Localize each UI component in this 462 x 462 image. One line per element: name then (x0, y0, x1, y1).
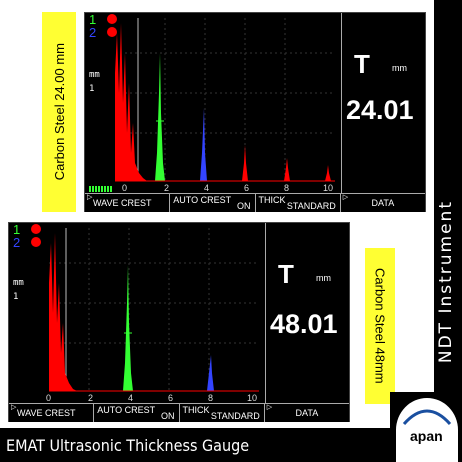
menu-wave-crest-label: WAVE CREST (93, 198, 152, 208)
x-tick-8: 8 (208, 393, 213, 403)
menu-wave-crest-label: WAVE CREST (17, 408, 76, 418)
echo-red-2-1 (242, 145, 248, 181)
channel-1-dot (107, 14, 117, 24)
gauge-screen-2: 1 2 mm 1 0 2 4 6 8 10 T mm 48.01 ▷ WAVE … (8, 222, 350, 422)
gauge-screen-1: 1 2 mm 1 0 2 4 6 8 10 T mm 24.01 ▷ WAVE … (84, 12, 426, 212)
echo-blue-1 (200, 108, 207, 181)
channel-2-dot (31, 237, 41, 247)
x-tick-10: 10 (247, 393, 257, 403)
a-scan-plot-2 (9, 223, 265, 403)
menu-arrow-icon: ▷ (87, 194, 93, 201)
x-axis-1: 0 2 4 6 8 10 (122, 183, 333, 193)
menu-arrow-icon: ▷ (266, 404, 273, 411)
thickness-value-2: 48.01 (270, 309, 338, 339)
echo-red-3-1 (284, 158, 290, 181)
menu-thick-label: THICK (182, 405, 210, 415)
side-unit-1: mm (89, 70, 100, 80)
x-tick-0: 0 (122, 183, 127, 193)
menu-data-label: DATA (371, 198, 395, 208)
menu-thick-value: STANDARD (210, 411, 260, 421)
logo-swoosh-icon (402, 409, 452, 426)
material-label-bottom-text: Carbon Steel 48mm (372, 268, 388, 384)
a-scan-plot-1 (85, 13, 341, 193)
thickness-unit-1: mm (392, 63, 407, 73)
echo-green-2 (123, 265, 133, 391)
x-tick-8: 8 (284, 183, 289, 193)
side-index-2: 1 (13, 292, 19, 302)
readout-panel-1: T mm 24.01 (341, 13, 426, 193)
x-tick-6: 6 (244, 183, 249, 193)
menu-thick[interactable]: THICK STANDARD (180, 404, 265, 422)
logo-text: apan (410, 428, 443, 444)
channel-2-label: 2 (89, 25, 97, 40)
x-tick-4: 4 (128, 393, 133, 403)
channel-1-dot (31, 224, 41, 234)
menu-wave-crest[interactable]: ▷ WAVE CREST (9, 404, 95, 422)
menu-auto-crest-label: AUTO CREST (173, 195, 232, 205)
material-label-top-text: Carbon Steel 24.00 mm (51, 43, 67, 181)
channel-2-label: 2 (13, 235, 21, 250)
thickness-value-1: 24.01 (346, 95, 414, 125)
channel-1-label: 1 (89, 12, 97, 27)
x-axis-2: 0 2 4 6 8 10 (46, 393, 257, 403)
side-unit-2: mm (13, 278, 24, 288)
menu-wave-crest[interactable]: ▷ WAVE CREST (85, 194, 171, 212)
product-title-bar: EMAT Ultrasonic Thickness Gauge (0, 428, 390, 462)
logo-badge: apan (396, 398, 458, 462)
channel-2-dot (107, 27, 117, 37)
echo-initial-pulse-1 (115, 23, 147, 181)
menu-auto-crest[interactable]: AUTO CREST ON (94, 404, 180, 422)
echo-initial-pulse-2 (49, 233, 77, 391)
soft-menu-1: ▷ WAVE CREST AUTO CREST ON THICK STANDAR… (85, 193, 425, 212)
thickness-symbol-2: T (278, 259, 294, 289)
menu-data[interactable]: ▷ DATA (265, 404, 349, 422)
thickness-symbol-1: T (354, 49, 370, 79)
product-title: EMAT Ultrasonic Thickness Gauge (6, 435, 250, 455)
menu-auto-crest-value: ON (237, 201, 251, 211)
x-tick-10: 10 (323, 183, 333, 193)
echo-green-1 (155, 53, 165, 181)
channel-indicator-2: 1 2 (13, 223, 20, 249)
side-index-1: 1 (89, 84, 95, 94)
menu-arrow-icon: ▷ (342, 194, 349, 201)
menu-data-label: DATA (295, 408, 319, 418)
echo-red-4-1 (325, 165, 331, 181)
brand-vertical-text: NDT Instrument (436, 200, 456, 364)
material-label-bottom: Carbon Steel 48mm (365, 248, 395, 404)
channel-indicator-1: 1 2 (89, 13, 96, 39)
menu-auto-crest-label: AUTO CREST (97, 405, 156, 415)
thickness-unit-2: mm (316, 273, 331, 283)
battery-icon (89, 186, 112, 192)
x-tick-0: 0 (46, 393, 51, 403)
menu-thick[interactable]: THICK STANDARD (256, 194, 341, 212)
menu-thick-label: THICK (258, 195, 286, 205)
channel-1-label: 1 (13, 222, 21, 237)
logo-area: apan (390, 392, 462, 462)
menu-auto-crest[interactable]: AUTO CREST ON (170, 194, 256, 212)
x-tick-4: 4 (204, 183, 209, 193)
x-tick-2: 2 (88, 393, 93, 403)
menu-data[interactable]: ▷ DATA (341, 194, 425, 212)
material-label-top: Carbon Steel 24.00 mm (42, 12, 76, 212)
readout-panel-2: T mm 48.01 (265, 223, 350, 403)
soft-menu-2: ▷ WAVE CREST AUTO CREST ON THICK STANDAR… (9, 403, 349, 422)
brand-strip: NDT Instrument (434, 0, 462, 392)
menu-thick-value: STANDARD (286, 201, 336, 211)
x-tick-2: 2 (164, 183, 169, 193)
echo-blue-2 (207, 355, 214, 391)
menu-auto-crest-value: ON (161, 411, 175, 421)
x-tick-6: 6 (168, 393, 173, 403)
menu-arrow-icon: ▷ (11, 404, 17, 411)
